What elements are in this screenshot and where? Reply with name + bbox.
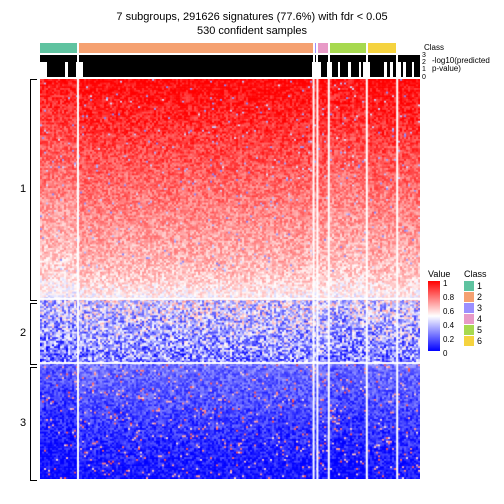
row-cluster-label: 3 (20, 417, 26, 429)
column-gap (366, 43, 368, 79)
log10p-bar (40, 55, 420, 77)
column-gap (313, 43, 315, 79)
class-axis-label: Class (424, 43, 444, 52)
class-legend: Class 123456 (464, 269, 487, 347)
class-annotation-bar (40, 43, 420, 53)
log10p-tick: 2 (422, 59, 426, 66)
title-line-1: 7 subgroups, 291626 signatures (77.6%) w… (10, 10, 494, 24)
class-legend-label: 1 (477, 281, 482, 291)
log10p-axis-label: -log10(predicted p-value) (432, 57, 492, 73)
row-cluster-bracket (30, 303, 37, 365)
column-gap (77, 43, 79, 79)
figure-container: 7 subgroups, 291626 signatures (77.6%) w… (10, 10, 494, 494)
class-legend-label: 6 (477, 336, 482, 346)
value-legend-tick: 1 (443, 279, 447, 288)
class-legend-item: 4 (464, 314, 487, 324)
value-legend-title: Value (428, 269, 450, 279)
class-legend-item: 6 (464, 336, 487, 346)
class-legend-swatch (464, 314, 474, 324)
log10p-tick: 1 (422, 66, 426, 73)
column-gap (316, 43, 318, 79)
value-legend-tick: 0.6 (443, 307, 454, 316)
value-legend-tick: 0.8 (443, 293, 454, 302)
class-legend-label: 2 (477, 292, 482, 302)
class-legend-label: 4 (477, 314, 482, 324)
class-legend-item: 5 (464, 325, 487, 335)
row-cluster-label: 2 (20, 327, 26, 339)
class-legend-label: 5 (477, 325, 482, 335)
class-segment (78, 43, 314, 53)
row-cluster-bracket (30, 79, 37, 301)
class-legend-swatch (464, 281, 474, 291)
class-legend-item: 3 (464, 303, 487, 313)
log10p-tick: 3 (422, 52, 426, 59)
column-gap (328, 43, 330, 79)
log10p-tick: 0 (422, 74, 426, 81)
title-line-2: 530 confident samples (10, 24, 494, 38)
class-legend-label: 3 (477, 303, 482, 313)
value-legend-bar (428, 281, 440, 351)
class-legend-swatch (464, 292, 474, 302)
value-legend-tick: 0.4 (443, 321, 454, 330)
class-segment (329, 43, 367, 53)
class-segment (40, 43, 78, 53)
class-legend-item: 2 (464, 292, 487, 302)
class-legend-swatch (464, 336, 474, 346)
value-legend-tick: 0 (443, 349, 447, 358)
class-legend-swatch (464, 325, 474, 335)
column-gap (396, 43, 398, 79)
class-legend-swatch (464, 303, 474, 313)
value-legend-tick: 0.2 (443, 335, 454, 344)
class-legend-item: 1 (464, 281, 487, 291)
row-cluster-label: 1 (20, 183, 26, 195)
row-cluster-bracket (30, 367, 37, 481)
heatmap (40, 79, 420, 479)
class-segment (367, 43, 397, 53)
class-legend-title: Class (464, 269, 487, 279)
value-legend: Value10.80.60.40.20 (428, 269, 450, 351)
